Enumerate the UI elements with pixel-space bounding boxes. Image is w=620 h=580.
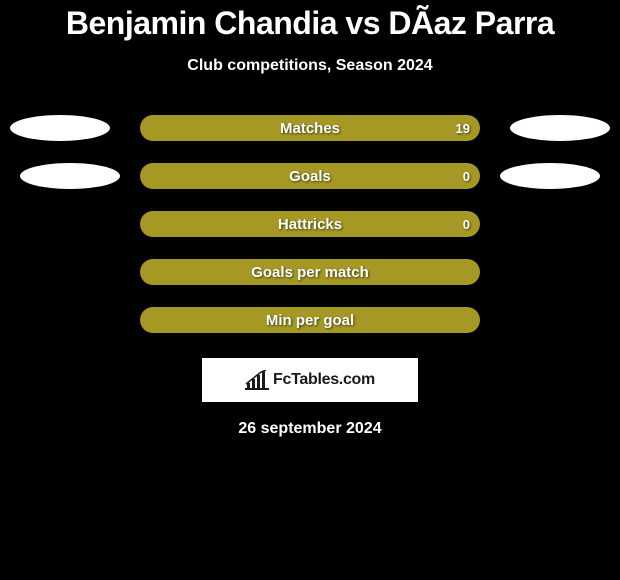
bar-value: 0 bbox=[463, 217, 470, 232]
main-container: Benjamin Chandia vs DÃ­az Parra Club com… bbox=[0, 0, 620, 438]
right-ellipse bbox=[510, 115, 610, 141]
page-title: Benjamin Chandia vs DÃ­az Parra bbox=[0, 5, 620, 42]
logo-text: FcTables.com bbox=[273, 371, 375, 389]
date-text: 26 september 2024 bbox=[0, 420, 620, 438]
bar-value: 19 bbox=[456, 121, 470, 136]
logo-box: FcTables.com bbox=[202, 358, 418, 402]
bar-label: Goals per match bbox=[251, 264, 369, 281]
bar-label: Hattricks bbox=[278, 216, 342, 233]
stat-bar: Min per goal bbox=[140, 307, 480, 333]
stat-row: Goals 0 bbox=[0, 163, 620, 189]
logo-content: FcTables.com bbox=[245, 370, 375, 390]
chart-icon bbox=[245, 370, 269, 390]
left-ellipse bbox=[10, 115, 110, 141]
right-ellipse bbox=[500, 163, 600, 189]
stat-bar: Goals 0 bbox=[140, 163, 480, 189]
stat-bar: Hattricks 0 bbox=[140, 211, 480, 237]
stat-row: Goals per match bbox=[0, 259, 620, 285]
stat-row: Matches 19 bbox=[0, 115, 620, 141]
subtitle: Club competitions, Season 2024 bbox=[0, 57, 620, 75]
stat-rows-container: Matches 19 Goals 0 Hattricks 0 Goals per match… bbox=[0, 115, 620, 333]
bar-label: Goals bbox=[289, 168, 331, 185]
left-ellipse bbox=[20, 163, 120, 189]
stat-row: Min per goal bbox=[0, 307, 620, 333]
stat-bar: Goals per match bbox=[140, 259, 480, 285]
bar-label: Matches bbox=[280, 120, 340, 137]
stat-bar: Matches 19 bbox=[140, 115, 480, 141]
stat-row: Hattricks 0 bbox=[0, 211, 620, 237]
bar-label: Min per goal bbox=[266, 312, 354, 329]
bar-value: 0 bbox=[463, 169, 470, 184]
